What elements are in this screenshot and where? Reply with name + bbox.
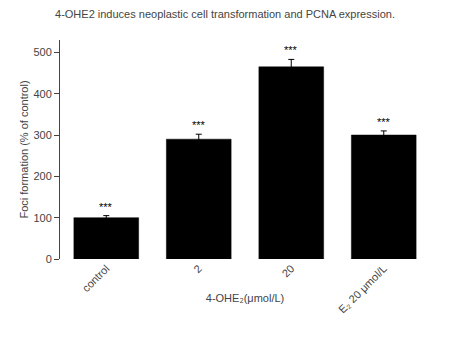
svg-text:400: 400 bbox=[33, 88, 51, 100]
svg-text:4-OHE2 induces neoplastic cell: 4-OHE2 induces neoplastic cell transform… bbox=[55, 8, 395, 20]
svg-text:200: 200 bbox=[33, 170, 51, 182]
svg-text:2: 2 bbox=[191, 262, 204, 275]
svg-text:E₂ 20 μmol/L: E₂ 20 μmol/L bbox=[336, 262, 389, 315]
svg-text:20: 20 bbox=[279, 262, 296, 279]
svg-text:0: 0 bbox=[46, 253, 52, 265]
svg-text:***: *** bbox=[284, 44, 298, 56]
svg-text:control: control bbox=[80, 262, 112, 294]
svg-text:4-OHE₂(μmol/L): 4-OHE₂(μmol/L) bbox=[206, 292, 284, 304]
svg-text:100: 100 bbox=[33, 212, 51, 224]
svg-text:***: *** bbox=[192, 119, 206, 131]
svg-text:Foci formation (% of control): Foci formation (% of control) bbox=[18, 80, 30, 218]
svg-text:300: 300 bbox=[33, 129, 51, 141]
svg-text:***: *** bbox=[377, 116, 391, 128]
svg-text:***: *** bbox=[99, 201, 113, 213]
svg-text:500: 500 bbox=[33, 46, 51, 58]
